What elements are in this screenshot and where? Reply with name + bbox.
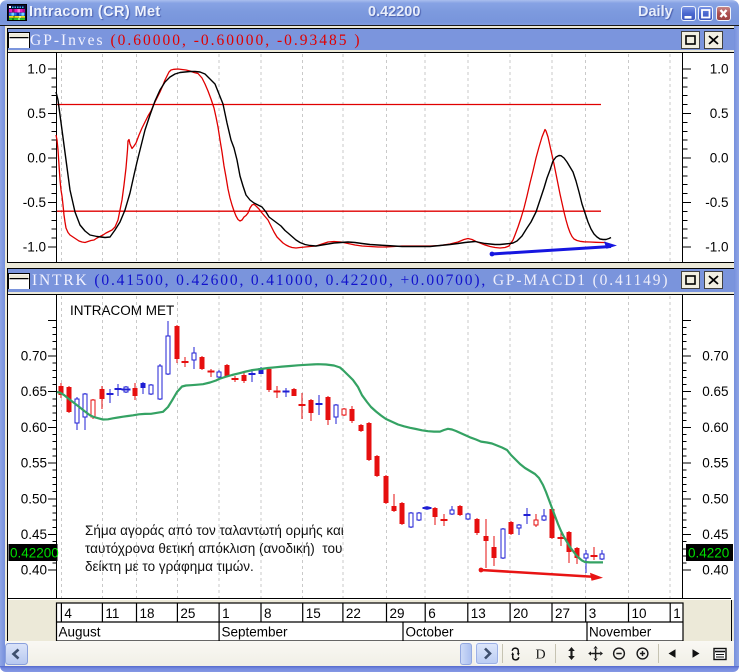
svg-text:0.55: 0.55 xyxy=(21,456,47,471)
svg-text:0.4220: 0.4220 xyxy=(688,546,729,561)
svg-text:0.50: 0.50 xyxy=(21,491,47,506)
svg-text:ταυτόχρονα θετική απόκλιση (αν: ταυτόχρονα θετική απόκλιση (ανοδική) του xyxy=(85,541,342,556)
svg-text:0.65: 0.65 xyxy=(702,384,728,399)
svg-text:0.5: 0.5 xyxy=(710,106,729,121)
svg-text:0.40: 0.40 xyxy=(702,563,728,578)
svg-text:1.0: 1.0 xyxy=(710,62,729,77)
svg-text:0.65: 0.65 xyxy=(21,384,47,399)
svg-text:0.60: 0.60 xyxy=(702,420,728,435)
svg-text:0.50: 0.50 xyxy=(702,491,728,506)
svg-text:0.55: 0.55 xyxy=(702,456,728,471)
svg-text:0.40: 0.40 xyxy=(21,563,47,578)
svg-text:1.0: 1.0 xyxy=(27,62,46,77)
svg-text:0.45: 0.45 xyxy=(21,527,47,542)
svg-text:0.5: 0.5 xyxy=(27,106,46,121)
svg-text:-1.0: -1.0 xyxy=(705,240,728,255)
svg-text:-0.5: -0.5 xyxy=(23,195,46,210)
svg-text:D: D xyxy=(536,648,546,663)
svg-text:0.42200: 0.42200 xyxy=(10,546,59,561)
svg-text:δείκτη με το γράφημα τιμών.: δείκτη με το γράφημα τιμών. xyxy=(85,559,254,574)
svg-text:0.70: 0.70 xyxy=(702,349,728,364)
svg-text:0.0: 0.0 xyxy=(710,151,729,166)
svg-text:-0.5: -0.5 xyxy=(705,195,728,210)
svg-text:-1.0: -1.0 xyxy=(23,240,46,255)
svg-text:0.45: 0.45 xyxy=(702,527,728,542)
svg-text:INTRACOM MET: INTRACOM MET xyxy=(70,303,174,318)
svg-text:0.60: 0.60 xyxy=(21,420,47,435)
svg-text:0.0: 0.0 xyxy=(27,151,46,166)
svg-text:0.70: 0.70 xyxy=(21,349,47,364)
svg-text:Σήμα αγοράς από τον ταλαντωτή: Σήμα αγοράς από τον ταλαντωτή ορμής και xyxy=(85,523,344,538)
